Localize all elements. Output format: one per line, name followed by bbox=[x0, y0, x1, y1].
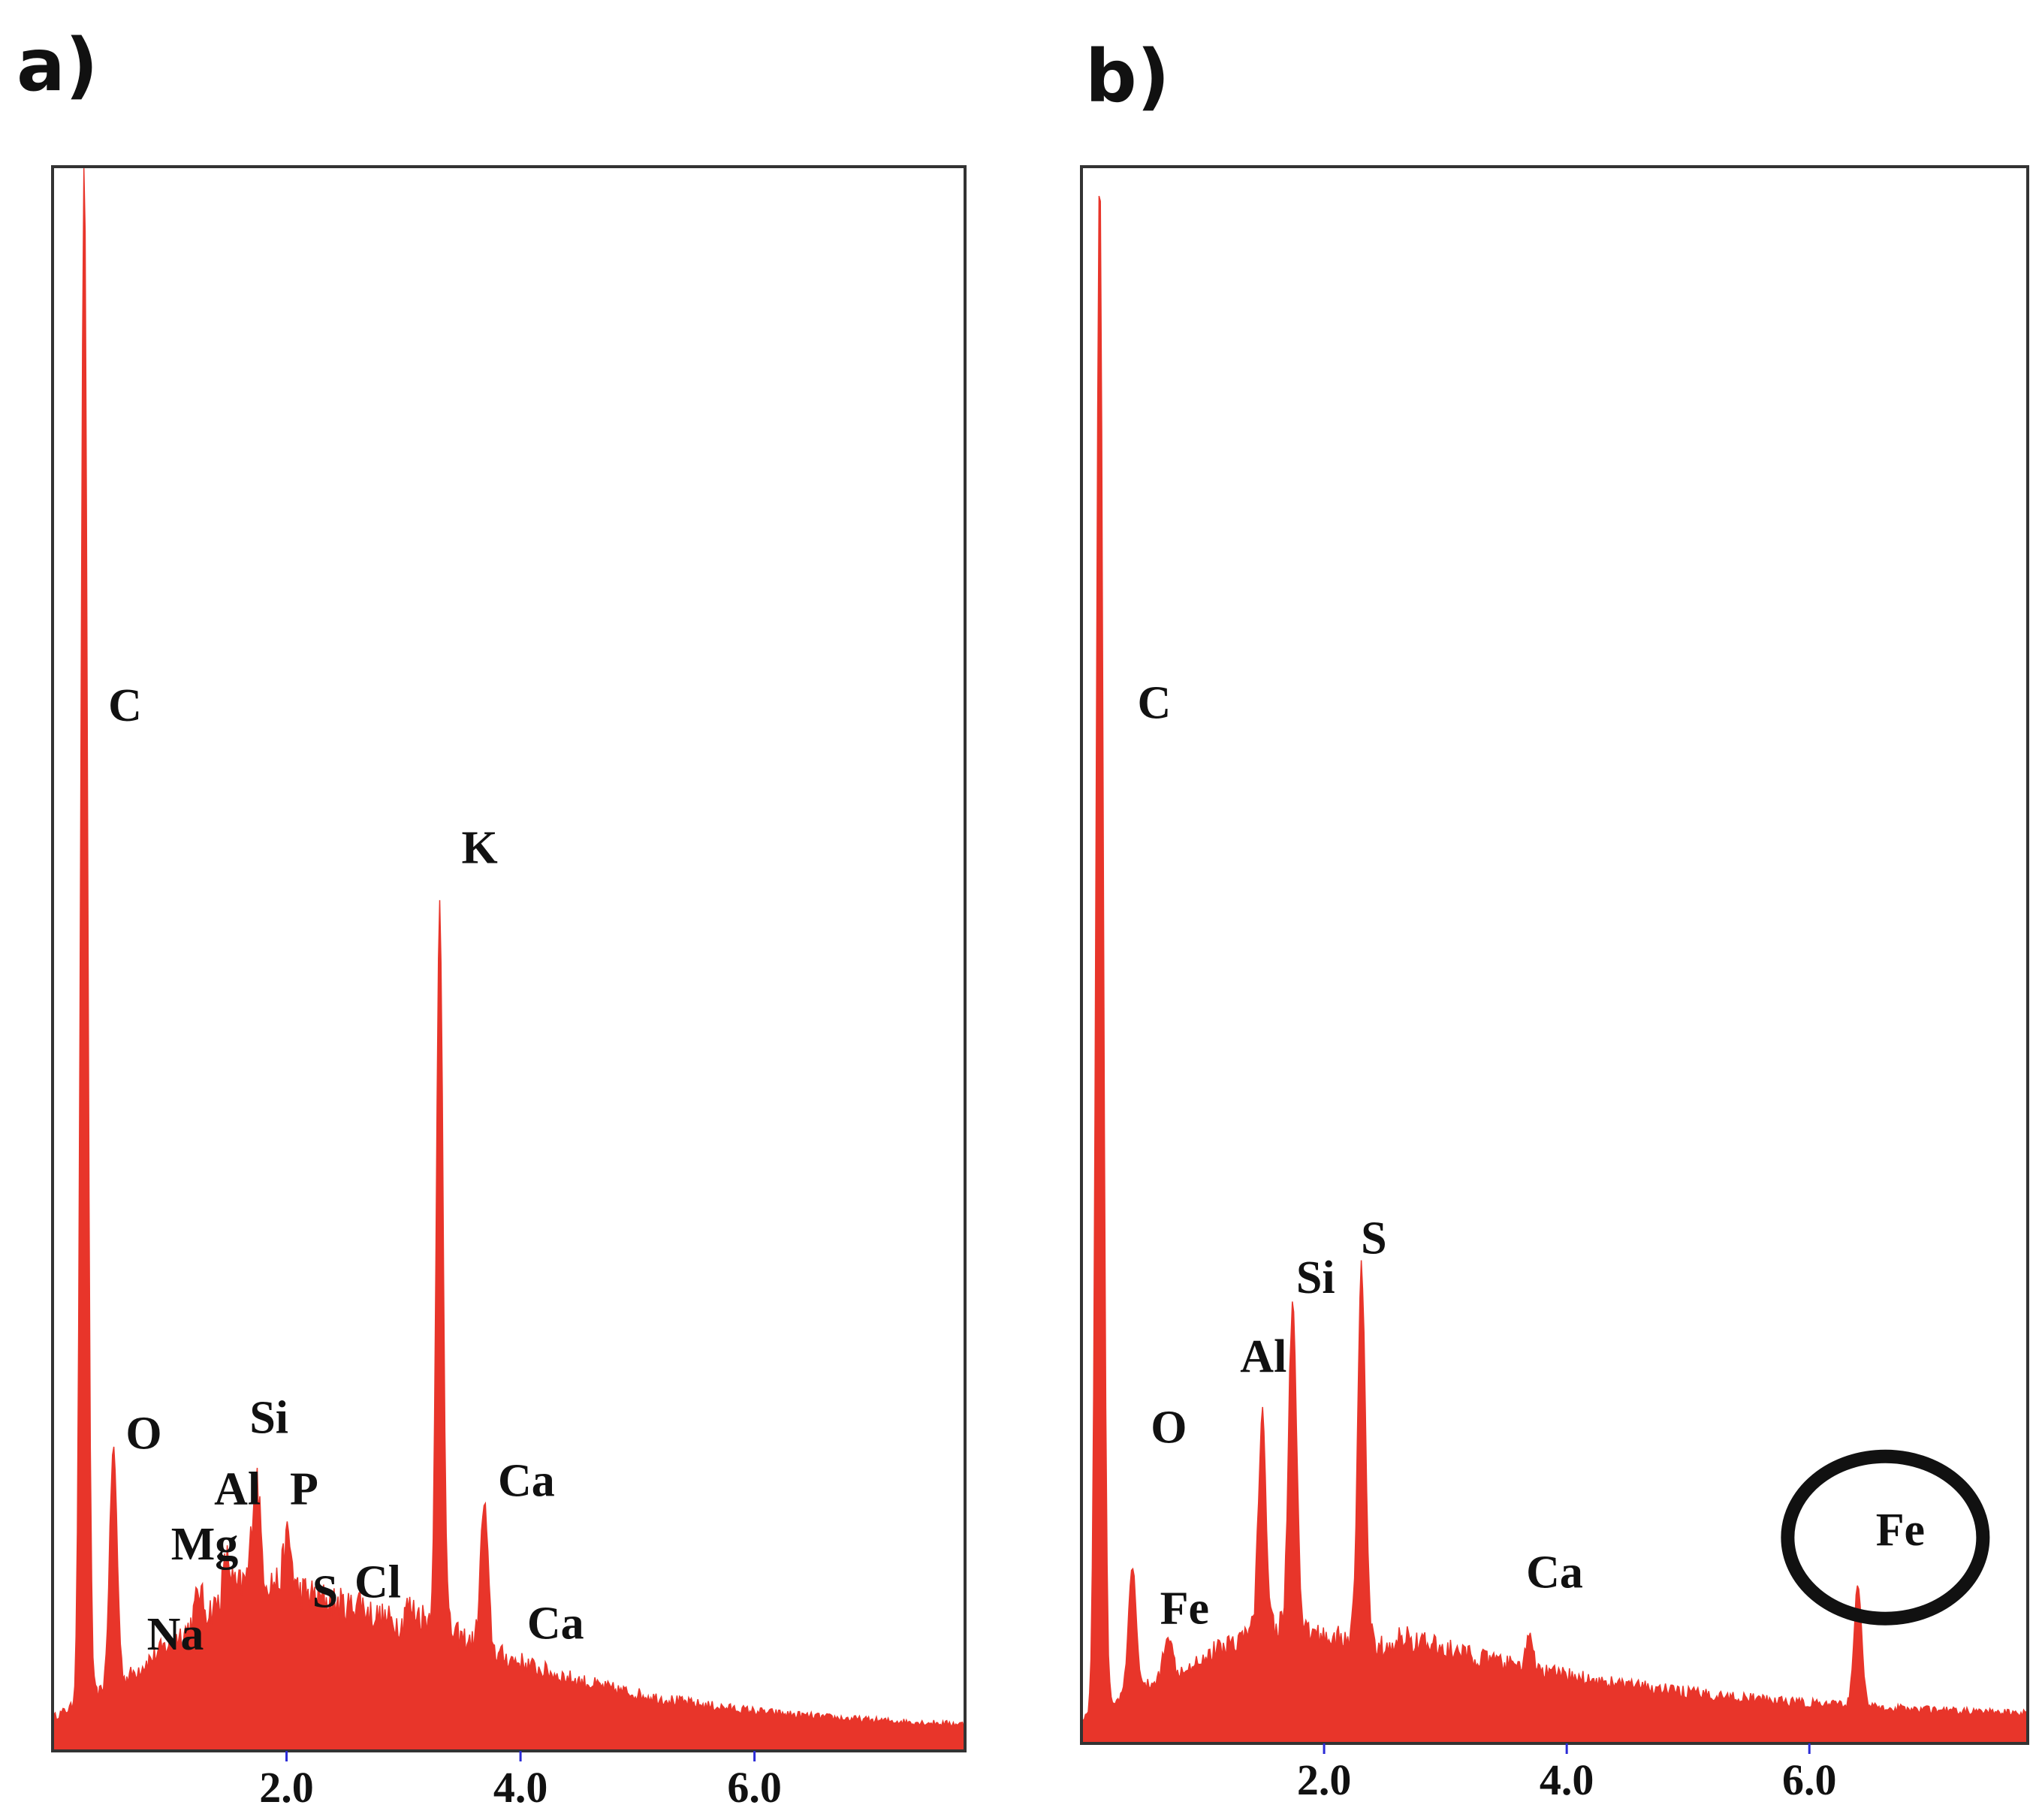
peak-label-fe: Fe bbox=[1160, 1583, 1209, 1635]
x-tick-label: 4.0 bbox=[1540, 1755, 1594, 1804]
x-tick-label: 2.0 bbox=[1297, 1755, 1352, 1804]
peak-label-ca: Ca bbox=[1526, 1547, 1583, 1598]
peak-label-mg: Mg bbox=[171, 1519, 239, 1570]
peak-label-s: S bbox=[1361, 1213, 1386, 1264]
x-tick-label: 6.0 bbox=[1782, 1755, 1837, 1804]
peak-label-c: C bbox=[1138, 677, 1172, 728]
peak-label-p: P bbox=[290, 1463, 318, 1514]
peak-label-k: K bbox=[461, 823, 497, 874]
spectrum-area bbox=[1081, 195, 2028, 1743]
x-tick-label: 4.0 bbox=[493, 1763, 548, 1812]
highlight-circle bbox=[1781, 1449, 1990, 1626]
plot-frame bbox=[51, 165, 967, 1752]
peak-label-al: Al bbox=[214, 1463, 261, 1514]
peak-label-al: Al bbox=[1240, 1331, 1286, 1382]
plot-frame bbox=[1080, 165, 2029, 1745]
peak-label-s: S bbox=[312, 1566, 338, 1617]
x-tick-label: 6.0 bbox=[727, 1763, 782, 1812]
peak-label-cl: Cl bbox=[354, 1557, 401, 1608]
peak-label-ca: Ca bbox=[498, 1456, 555, 1507]
spectrum-area bbox=[52, 168, 966, 1750]
panel-label: a) bbox=[17, 23, 98, 107]
peak-label-na: Na bbox=[147, 1609, 204, 1660]
peak-label-fe: Fe bbox=[1876, 1505, 1925, 1556]
peak-label-si: Si bbox=[1296, 1252, 1335, 1303]
peak-label-c: C bbox=[108, 680, 142, 731]
x-tick-label: 2.0 bbox=[259, 1763, 314, 1812]
peak-label-si: Si bbox=[249, 1392, 288, 1443]
peak-label-o: O bbox=[1151, 1402, 1187, 1453]
peak-label-ca: Ca bbox=[527, 1598, 584, 1649]
peak-label-o: O bbox=[125, 1408, 161, 1459]
panel-label: b) bbox=[1085, 35, 1170, 119]
